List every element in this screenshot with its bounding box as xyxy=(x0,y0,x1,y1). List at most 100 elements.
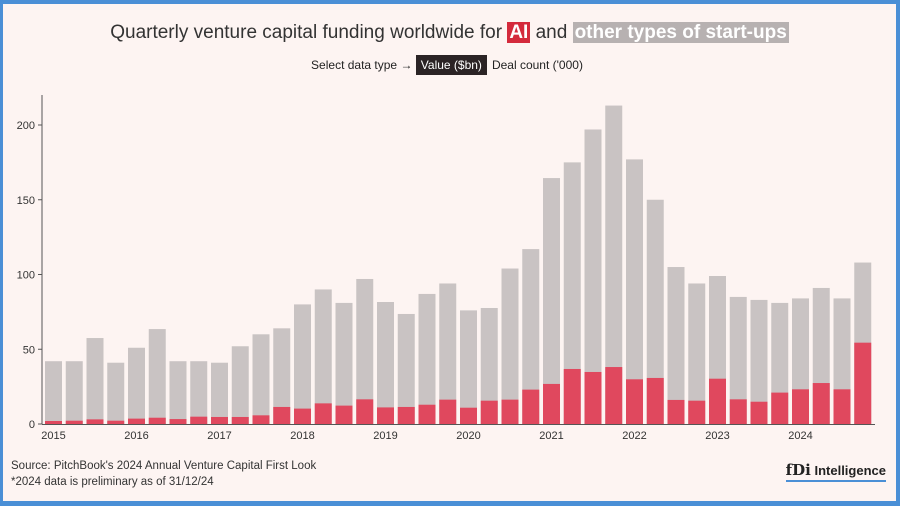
bar-ai-2022Q4 xyxy=(688,400,706,424)
bar-ai-2020Q1 xyxy=(460,407,477,424)
data-type-selector: Select data type → Value ($bn) Deal count… xyxy=(3,55,896,75)
bar-ai-2016Q3 xyxy=(169,419,187,424)
bar-ai-2023Q4 xyxy=(771,392,789,424)
bar-other-2017Q1 xyxy=(211,362,228,424)
bar-ai-2019Q4 xyxy=(439,399,457,424)
bar-other-2021Q1 xyxy=(543,178,560,424)
bar-other-2022Q2 xyxy=(646,199,664,424)
bar-ai-2019Q1 xyxy=(377,407,394,424)
bar-other-2017Q3 xyxy=(252,334,270,424)
x-tick-label: 2021 xyxy=(539,430,563,442)
x-tick-label: 2017 xyxy=(207,430,231,442)
bar-other-2020Q4 xyxy=(522,249,540,424)
bar-other-2019Q1 xyxy=(377,302,394,424)
bar-ai-2017Q3 xyxy=(252,415,270,424)
bar-other-2022Q3 xyxy=(667,267,685,424)
bar-ai-2016Q4 xyxy=(190,416,208,424)
bar-other-2016Q2 xyxy=(148,329,166,424)
y-tick-label: 100 xyxy=(17,270,35,282)
bar-other-2021Q2 xyxy=(563,162,581,424)
value-option-button[interactable]: Value ($bn) xyxy=(415,55,487,75)
bar-other-2015Q3 xyxy=(86,338,104,424)
bar-ai-2021Q4 xyxy=(605,367,623,424)
y-tick-label: 0 xyxy=(29,419,35,431)
bar-other-2019Q4 xyxy=(439,283,457,424)
x-tick-label: 2015 xyxy=(41,430,65,442)
bar-ai-2015Q2 xyxy=(65,420,83,424)
bar-other-2018Q2 xyxy=(314,289,332,424)
logo-mark: fDi xyxy=(785,461,811,479)
title-middle: and xyxy=(530,22,573,43)
bar-other-2015Q1 xyxy=(45,361,62,424)
bar-other-2016Q4 xyxy=(190,361,208,424)
bar-ai-2022Q3 xyxy=(667,399,685,424)
bar-ai-2024Q3 xyxy=(833,389,851,424)
bar-other-2015Q4 xyxy=(107,362,125,424)
logo-text: Intelligence xyxy=(814,463,886,478)
bar-other-2023Q3 xyxy=(750,299,768,424)
bar-ai-2017Q4 xyxy=(273,406,291,424)
bar-ai-2015Q1 xyxy=(45,421,62,424)
bar-ai-2021Q3 xyxy=(584,371,602,424)
title-prefix: Quarterly venture capital funding worldw… xyxy=(110,22,508,43)
bar-other-2021Q4 xyxy=(605,105,623,424)
x-tick-label: 2016 xyxy=(124,430,148,442)
bar-other-2022Q4 xyxy=(688,283,706,424)
bar-ai-2016Q2 xyxy=(148,417,166,424)
note-text: *2024 data is preliminary as of 31/12/24 xyxy=(11,476,214,488)
bar-other-2018Q4 xyxy=(356,278,374,424)
bar-ai-2022Q2 xyxy=(646,377,664,424)
bar-ai-2017Q2 xyxy=(231,416,249,424)
x-tick-label: 2023 xyxy=(705,430,729,442)
bar-other-2023Q2 xyxy=(729,296,747,424)
bar-other-2018Q1 xyxy=(294,304,311,424)
y-tick-label: 50 xyxy=(23,344,35,356)
source-text: Source: PitchBook's 2024 Annual Venture … xyxy=(11,460,317,472)
bar-other-2020Q2 xyxy=(480,307,498,424)
bar-ai-2018Q1 xyxy=(294,408,311,424)
bar-ai-2021Q2 xyxy=(563,368,581,424)
bar-ai-2023Q1 xyxy=(709,378,726,424)
bar-ai-2018Q2 xyxy=(314,403,332,424)
bar-ai-2017Q1 xyxy=(211,416,228,424)
bar-ai-2015Q3 xyxy=(86,419,104,424)
bar-other-2018Q3 xyxy=(335,302,353,424)
bar-other-2020Q3 xyxy=(501,268,519,424)
bar-other-2021Q3 xyxy=(584,129,602,425)
bar-other-2016Q3 xyxy=(169,361,187,424)
bar-ai-2023Q3 xyxy=(750,401,768,424)
x-tick-label: 2019 xyxy=(373,430,397,442)
bar-ai-2015Q4 xyxy=(107,420,125,424)
bar-other-2022Q1 xyxy=(626,159,643,424)
bar-ai-2024Q4 xyxy=(854,342,872,424)
bar-ai-2019Q2 xyxy=(397,406,415,424)
x-tick-label: 2020 xyxy=(456,430,480,442)
bar-ai-2020Q3 xyxy=(501,399,519,424)
bar-ai-2018Q3 xyxy=(335,405,353,424)
x-tick-label: 2022 xyxy=(622,430,646,442)
bar-ai-2016Q1 xyxy=(128,418,145,424)
bar-ai-2023Q2 xyxy=(729,399,747,424)
selector-label: Select data type → xyxy=(311,58,413,72)
bar-other-2017Q4 xyxy=(273,328,291,424)
title-ai-highlight: AI xyxy=(507,22,531,43)
bar-ai-2020Q2 xyxy=(480,400,498,424)
x-tick-label: 2018 xyxy=(290,430,314,442)
bar-ai-2022Q1 xyxy=(626,379,643,424)
bar-ai-2021Q1 xyxy=(543,383,560,424)
bar-ai-2018Q4 xyxy=(356,399,374,424)
bar-ai-2020Q4 xyxy=(522,389,540,424)
chart-title: Quarterly venture capital funding worldw… xyxy=(3,22,896,44)
x-tick-label: 2024 xyxy=(788,430,812,442)
bar-ai-2024Q2 xyxy=(812,383,830,424)
bar-other-2019Q3 xyxy=(418,293,436,424)
title-other-highlight: other types of start-ups xyxy=(572,22,789,43)
footer: Source: PitchBook's 2024 Annual Venture … xyxy=(11,458,316,490)
y-tick-label: 150 xyxy=(17,195,35,207)
deal-count-option-button[interactable]: Deal count ('000) xyxy=(486,55,588,75)
bar-other-2016Q1 xyxy=(128,347,145,424)
bar-ai-2024Q1 xyxy=(792,389,809,424)
bar-other-2017Q2 xyxy=(231,346,249,424)
bar-other-2015Q2 xyxy=(65,361,83,424)
